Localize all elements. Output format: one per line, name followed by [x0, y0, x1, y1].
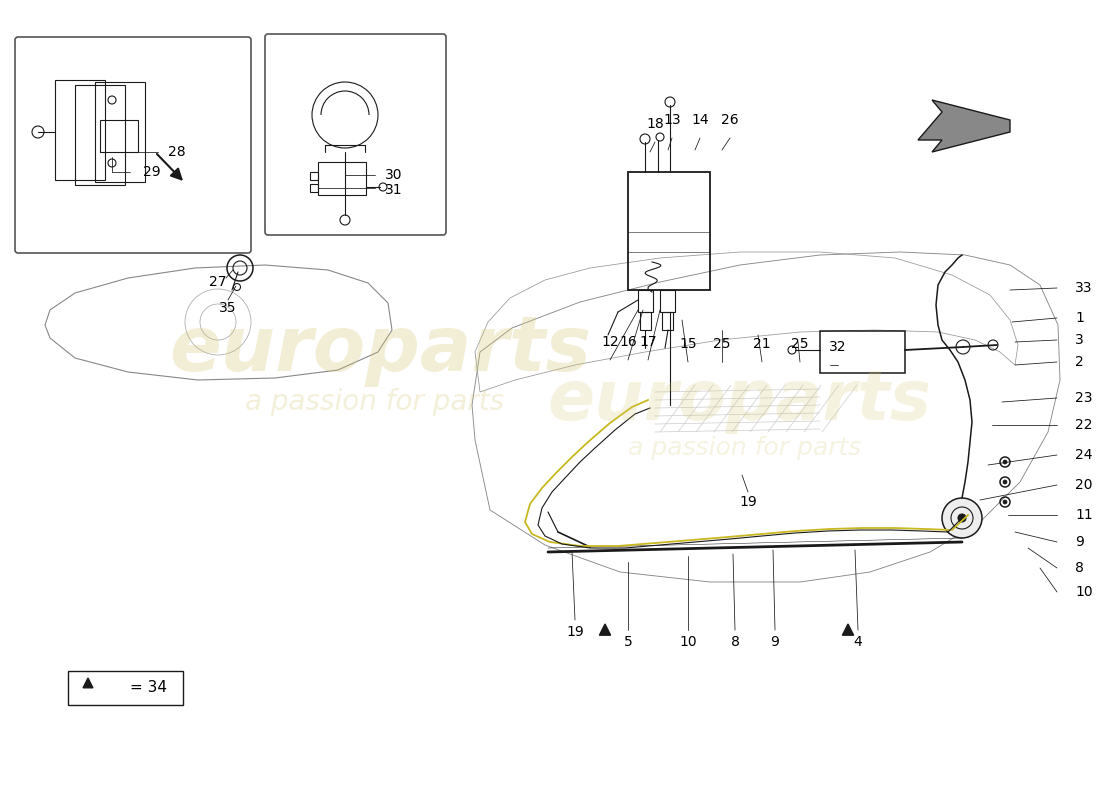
- Text: 5: 5: [624, 635, 632, 649]
- Text: 32: 32: [829, 340, 847, 354]
- Circle shape: [958, 514, 966, 522]
- Text: 19: 19: [739, 495, 757, 509]
- Text: 20: 20: [1075, 478, 1092, 492]
- Bar: [310, 184, 318, 192]
- Text: 22: 22: [1075, 418, 1092, 432]
- Text: 8: 8: [1075, 561, 1084, 575]
- Text: 10: 10: [679, 635, 696, 649]
- Text: 21: 21: [754, 337, 771, 351]
- Bar: [68, 671, 183, 705]
- Text: 8: 8: [730, 635, 739, 649]
- Text: europarts: europarts: [548, 366, 932, 434]
- Polygon shape: [843, 624, 854, 635]
- Text: 19: 19: [566, 625, 584, 639]
- Text: 27: 27: [209, 275, 227, 289]
- Text: 18: 18: [646, 117, 664, 131]
- Bar: [820, 331, 905, 373]
- Bar: [640, 312, 651, 330]
- Text: 26: 26: [722, 113, 739, 127]
- Bar: [318, 162, 366, 195]
- Text: 11: 11: [1075, 508, 1092, 522]
- Text: 15: 15: [679, 337, 696, 351]
- Bar: [660, 290, 675, 312]
- Text: 28: 28: [168, 145, 186, 159]
- Text: 30: 30: [385, 168, 403, 182]
- Text: a passion for parts: a passion for parts: [628, 436, 861, 460]
- Text: 2: 2: [1075, 355, 1084, 369]
- Bar: [628, 172, 710, 290]
- Polygon shape: [84, 678, 92, 688]
- Text: 24: 24: [1075, 448, 1092, 462]
- FancyBboxPatch shape: [15, 37, 251, 253]
- Circle shape: [942, 498, 982, 538]
- Text: 29: 29: [143, 165, 161, 179]
- Bar: [310, 172, 318, 180]
- Circle shape: [1003, 480, 1006, 484]
- Text: 14: 14: [691, 113, 708, 127]
- Text: 13: 13: [663, 113, 681, 127]
- Text: europarts: europarts: [169, 313, 591, 387]
- Text: a passion for parts: a passion for parts: [245, 388, 505, 416]
- Text: 25: 25: [791, 337, 808, 351]
- Text: 23: 23: [1075, 391, 1092, 405]
- Bar: [662, 312, 673, 330]
- Text: = 34: = 34: [130, 679, 166, 694]
- Bar: [638, 290, 653, 312]
- Text: 10: 10: [1075, 585, 1092, 599]
- FancyBboxPatch shape: [265, 34, 446, 235]
- Text: 9: 9: [771, 635, 780, 649]
- Bar: [100, 120, 138, 152]
- Text: 35: 35: [219, 301, 236, 315]
- Circle shape: [1003, 460, 1006, 464]
- Text: 33: 33: [1075, 281, 1092, 295]
- Text: 9: 9: [1075, 535, 1084, 549]
- Circle shape: [1003, 500, 1006, 504]
- Text: 1: 1: [1075, 311, 1084, 325]
- Text: 12: 12: [602, 335, 619, 349]
- Text: 16: 16: [619, 335, 637, 349]
- Text: 17: 17: [639, 335, 657, 349]
- Text: 25: 25: [713, 337, 730, 351]
- Text: 4: 4: [854, 635, 862, 649]
- Polygon shape: [918, 100, 1010, 152]
- Text: 3: 3: [1075, 333, 1084, 347]
- Polygon shape: [600, 624, 610, 635]
- Text: 31: 31: [385, 183, 403, 197]
